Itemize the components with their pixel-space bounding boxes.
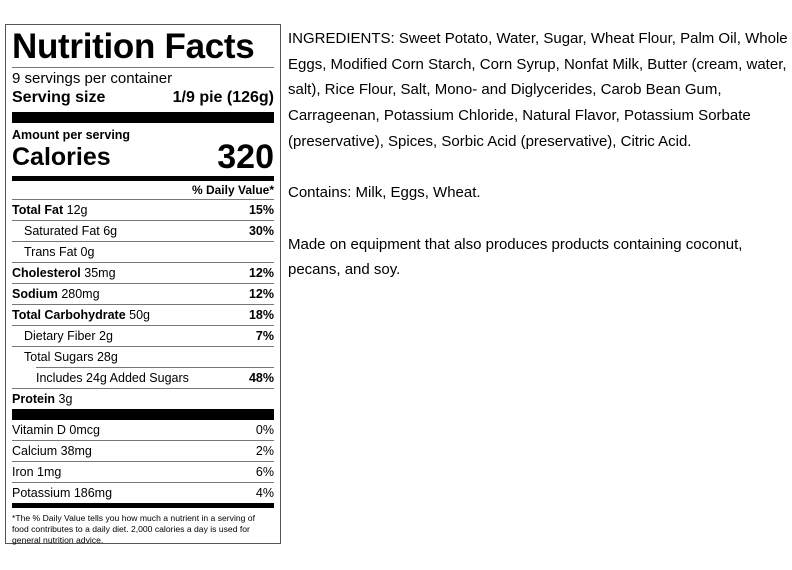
label-title: Nutrition Facts (12, 27, 255, 66)
nutrient-pct: 30% (248, 224, 274, 238)
nutrient-pct: 12% (248, 287, 274, 301)
calories: Calories 320 (12, 138, 274, 176)
nutrient-amount: 280mg (61, 287, 100, 301)
vitamin-name: Vitamin D 0mcg (12, 423, 100, 437)
nutrient-pct: 7% (255, 329, 274, 343)
serving-size-value: 1/9 pie (126g) (172, 89, 274, 106)
ingredients-panel: INGREDIENTS: Sweet Potato, Water, Sugar,… (288, 26, 788, 309)
nutrient-row-dietary-fiber: Dietary Fiber 2g 7% (12, 325, 274, 346)
vitamin-pct: 2% (255, 444, 274, 458)
nutrient-row-trans-fat: Trans Fat 0g (12, 241, 274, 262)
nutrient-row-protein: Protein 3g (12, 388, 274, 409)
serving-size: Serving size 1/9 pie (126g) (12, 88, 274, 108)
nutrient-name: Sodium (12, 287, 58, 301)
nutrient-pct: 18% (248, 308, 274, 322)
nutrient-row-added-sugars: Includes 24g Added Sugars 48% (36, 367, 274, 388)
nutrient-row-saturated-fat: Saturated Fat 6g 30% (12, 220, 274, 241)
nutrient-row-cholesterol: Cholesterol 35mg 12% (12, 262, 274, 283)
vitamin-name: Potassium 186mg (12, 486, 113, 500)
vitamin-row-calcium: Calcium 38mg 2% (12, 440, 274, 461)
nutrient-name: Protein (12, 392, 56, 406)
nutrient-amount: 12g (66, 203, 88, 217)
nutrient-pct: 15% (248, 203, 274, 217)
allergen-contains-text: Contains: Milk, Eggs, Wheat. (288, 184, 481, 202)
vitamin-pct: 4% (255, 486, 274, 500)
thick-divider (12, 409, 274, 420)
nutrient-name: Total Carbohydrate (12, 308, 126, 322)
medium-divider (12, 503, 274, 508)
divider (12, 67, 274, 68)
nutrient-name: Trans Fat 0g (24, 245, 95, 259)
footnote: *The % Daily Value tells you how much a … (12, 513, 255, 545)
calories-label: Calories (12, 143, 111, 171)
nutrient-name: Includes 24g Added Sugars (36, 371, 189, 385)
vitamin-row-iron: Iron 1mg 6% (12, 461, 274, 482)
thick-divider (12, 112, 274, 123)
nutrient-name: Saturated Fat 6g (24, 224, 118, 238)
nutrient-name: Total Sugars 28g (24, 350, 118, 364)
calories-value: 320 (217, 138, 274, 176)
nutrient-row-sodium: Sodium 280mg 12% (12, 283, 274, 304)
ingredients-text: INGREDIENTS: Sweet Potato, Water, Sugar,… (288, 30, 788, 150)
medium-divider (12, 176, 274, 181)
servings-per-container: 9 servings per container (12, 70, 173, 87)
amount-per-serving: Amount per serving (12, 128, 131, 142)
serving-size-label: Serving size (12, 89, 106, 106)
nutrient-amount: 35mg (84, 266, 116, 280)
nutrient-row-total-fat: Total Fat 12g 15% (12, 199, 274, 220)
nutrient-pct: 12% (248, 266, 274, 280)
vitamin-pct: 0% (255, 423, 274, 437)
vitamin-row-vitamin-d: Vitamin D 0mcg 0% (12, 420, 274, 440)
nutrient-pct: 48% (248, 371, 274, 385)
nutrient-row-total-carbohydrate: Total Carbohydrate 50g 18% (12, 304, 274, 325)
nutrient-name: Cholesterol (12, 266, 81, 280)
nutrient-name: Total Fat (12, 203, 64, 217)
vitamin-pct: 6% (255, 465, 274, 479)
nutrient-amount: 3g (58, 392, 73, 406)
daily-value-header: % Daily Value* (191, 183, 274, 197)
vitamin-name: Calcium 38mg (12, 444, 92, 458)
nutrient-name: Dietary Fiber 2g (24, 329, 113, 343)
vitamin-name: Iron 1mg (12, 465, 62, 479)
nutrition-facts-label: Nutrition Facts 9 servings per container… (5, 24, 281, 545)
nutrient-amount: 50g (129, 308, 151, 322)
nutrient-row-total-sugars: Total Sugars 28g (12, 346, 274, 367)
equipment-statement: Made on equipment that also produces pro… (288, 235, 743, 279)
vitamin-row-potassium: Potassium 186mg 4% (12, 482, 274, 503)
